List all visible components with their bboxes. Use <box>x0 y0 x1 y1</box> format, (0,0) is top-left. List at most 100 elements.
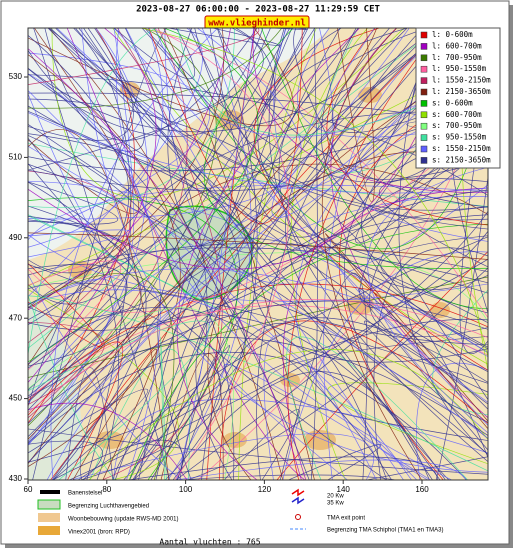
flight-track <box>28 229 131 258</box>
legend-box <box>415 27 501 169</box>
flight-track <box>47 28 488 230</box>
flight-track <box>269 43 488 264</box>
map-border <box>27 27 489 481</box>
legend-swatch <box>420 88 428 96</box>
flight-track <box>113 28 195 80</box>
legend-label: l: 950-1550m <box>432 64 487 73</box>
kw-symbol <box>291 488 305 497</box>
flight-track <box>28 74 488 196</box>
flight-track <box>28 243 488 309</box>
x-tick-label: 80 <box>102 485 111 494</box>
flight-track <box>28 48 302 480</box>
exit-symbol <box>295 514 301 520</box>
legend-swatch <box>420 100 428 107</box>
x-tick-label: 120 <box>258 485 272 494</box>
key-text: 20 Kw <box>327 494 344 500</box>
flight-count: Aantal vluchten : 765 <box>159 538 260 547</box>
legend-swatch <box>420 157 428 164</box>
flight-track <box>28 28 225 309</box>
y-tick-label: 510 <box>9 153 23 162</box>
flight-track <box>28 221 130 369</box>
flight-track <box>28 268 488 358</box>
flight-track <box>261 28 488 309</box>
flight-track <box>69 433 375 480</box>
flight-track <box>363 320 488 440</box>
flight-track <box>364 456 488 480</box>
flight-track <box>28 28 231 311</box>
flight-track <box>28 28 157 358</box>
flight-track <box>28 28 436 133</box>
x-tick-label: 100 <box>179 485 193 494</box>
flight-track <box>435 174 488 480</box>
legend-swatch <box>420 65 428 73</box>
flight-track <box>50 28 444 480</box>
title: 2023-08-27 06:00:00 - 2023-08-27 11:29:5… <box>136 5 380 15</box>
flight-track <box>189 28 488 291</box>
y-tick-label: 530 <box>9 72 23 81</box>
boundary-symbol <box>37 499 61 510</box>
flight-track <box>28 300 488 444</box>
flight-track <box>151 28 289 480</box>
flight-track <box>126 456 438 480</box>
flight-track <box>201 317 488 480</box>
flight-track <box>310 28 318 480</box>
legend-swatch <box>420 145 428 153</box>
flight-track <box>28 49 488 294</box>
flight-track <box>175 210 488 480</box>
legend-swatch <box>420 77 428 84</box>
flight-track <box>28 98 488 459</box>
flight-track <box>173 459 467 480</box>
flight-track <box>113 398 488 480</box>
legend-label: s: 600-700m <box>432 110 482 119</box>
y-tick-label: 490 <box>9 233 23 242</box>
flight-track <box>138 28 343 480</box>
flight-track <box>28 184 488 241</box>
flight-track <box>28 28 157 383</box>
legend-swatch <box>420 122 428 130</box>
flight-track <box>28 282 488 384</box>
flight-track <box>28 288 180 480</box>
flight-track <box>28 28 260 85</box>
flight-track <box>28 28 254 253</box>
flight-track <box>321 28 423 480</box>
flight-track <box>223 409 300 480</box>
flight-track <box>66 28 306 480</box>
flight-track <box>186 267 488 480</box>
site-link[interactable]: www.vlieghinder.nl <box>208 18 306 29</box>
flight-track <box>179 189 488 480</box>
flight-track <box>176 322 388 480</box>
flight-track <box>28 276 488 378</box>
flight-track <box>125 28 404 480</box>
flight-tracks <box>28 28 488 480</box>
flight-track <box>81 28 488 473</box>
flight-track <box>28 234 488 302</box>
flight-track <box>282 187 488 480</box>
flight-track <box>276 250 488 480</box>
flight-track <box>129 28 444 480</box>
flight-track <box>330 28 488 419</box>
flight-track <box>293 28 488 401</box>
flight-track <box>209 28 439 238</box>
flight-track <box>83 28 488 373</box>
flight-track <box>65 367 114 480</box>
flight-track <box>28 28 276 464</box>
flight-track <box>28 262 103 347</box>
flight-track <box>279 273 368 480</box>
x-tick-label: 60 <box>24 485 33 494</box>
flight-track <box>326 28 488 226</box>
legend-label: l: 2150-3650m <box>432 87 491 96</box>
flight-track <box>28 170 130 344</box>
flight-track <box>251 28 488 363</box>
legend-swatch <box>420 111 428 119</box>
flight-track <box>28 28 203 298</box>
flight-track <box>28 273 183 480</box>
y-tick-label: 450 <box>9 394 23 403</box>
flight-track <box>217 28 488 208</box>
flight-track <box>51 214 488 480</box>
flight-track <box>28 320 210 480</box>
flight-track <box>28 73 161 480</box>
flight-track <box>28 283 488 402</box>
flight-track <box>263 334 377 480</box>
flight-track <box>28 402 188 480</box>
